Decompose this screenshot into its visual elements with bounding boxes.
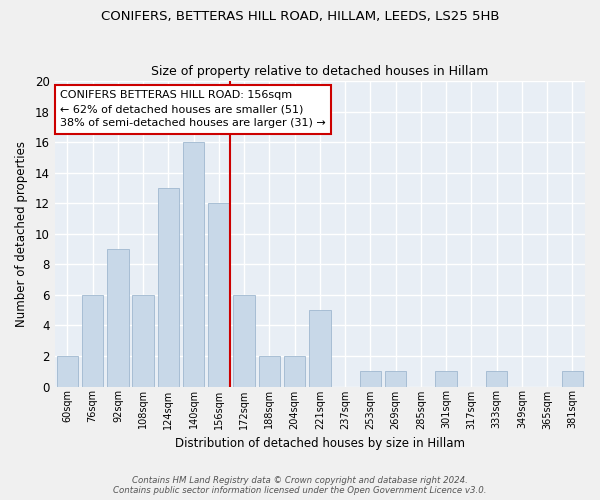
Bar <box>107 249 128 386</box>
Bar <box>183 142 205 386</box>
Bar <box>82 295 103 386</box>
Bar <box>284 356 305 386</box>
Bar <box>233 295 255 386</box>
Bar <box>208 203 230 386</box>
Bar <box>259 356 280 386</box>
Bar <box>56 356 78 386</box>
Bar <box>309 310 331 386</box>
Bar <box>359 371 381 386</box>
Text: Contains HM Land Registry data © Crown copyright and database right 2024.
Contai: Contains HM Land Registry data © Crown c… <box>113 476 487 495</box>
Bar <box>385 371 406 386</box>
Bar <box>436 371 457 386</box>
Bar <box>562 371 583 386</box>
Title: Size of property relative to detached houses in Hillam: Size of property relative to detached ho… <box>151 66 488 78</box>
Bar <box>158 188 179 386</box>
Bar <box>486 371 508 386</box>
Y-axis label: Number of detached properties: Number of detached properties <box>15 141 28 327</box>
Text: CONIFERS BETTERAS HILL ROAD: 156sqm
← 62% of detached houses are smaller (51)
38: CONIFERS BETTERAS HILL ROAD: 156sqm ← 62… <box>60 90 326 128</box>
X-axis label: Distribution of detached houses by size in Hillam: Distribution of detached houses by size … <box>175 437 465 450</box>
Text: CONIFERS, BETTERAS HILL ROAD, HILLAM, LEEDS, LS25 5HB: CONIFERS, BETTERAS HILL ROAD, HILLAM, LE… <box>101 10 499 23</box>
Bar <box>133 295 154 386</box>
